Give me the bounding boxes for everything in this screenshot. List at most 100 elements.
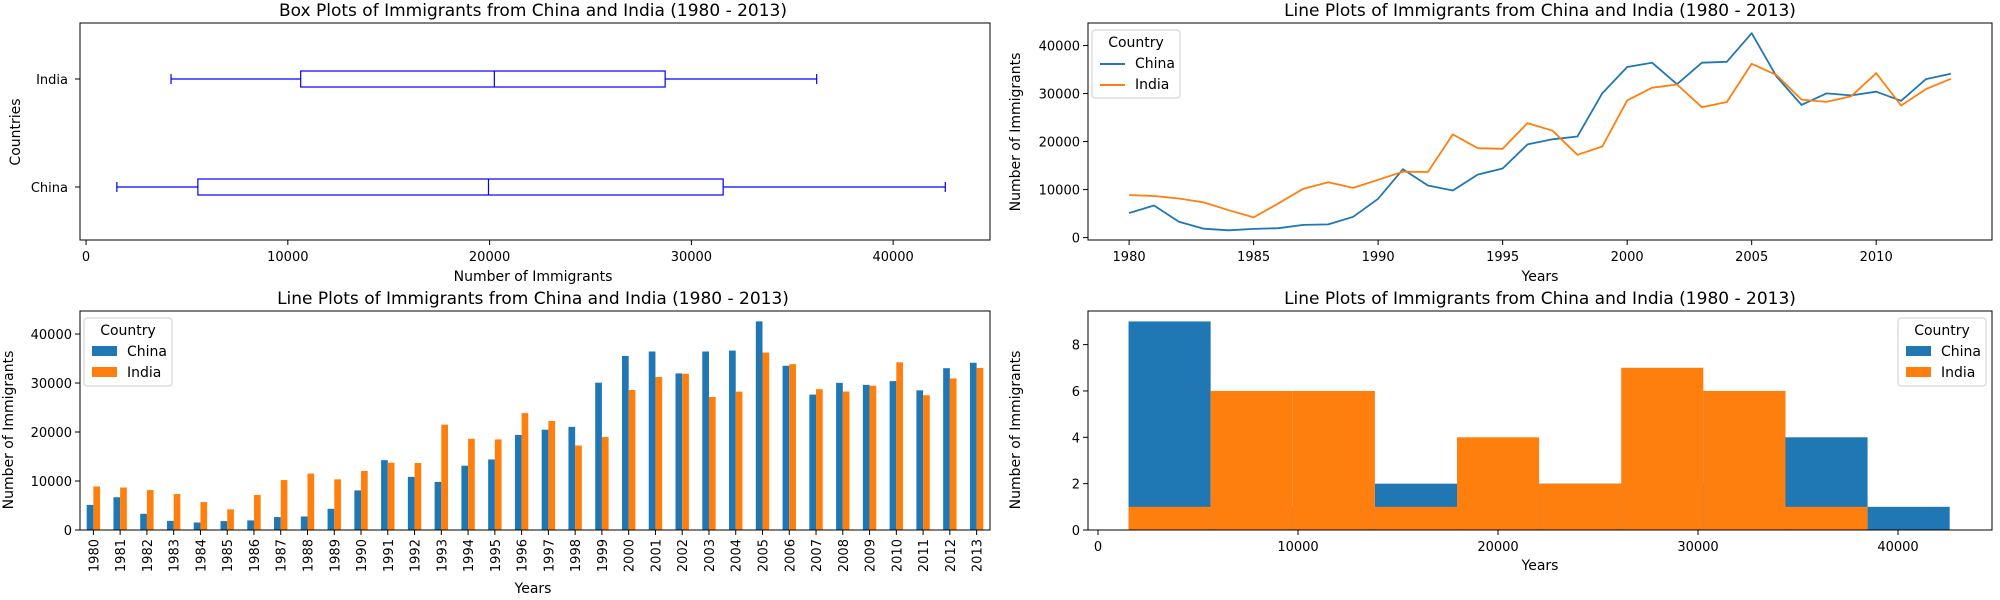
india-series-line: [1129, 62, 1952, 219]
box-plot-title: Box Plots of Immigrants from China and I…: [279, 1, 787, 21]
china-bar-1993: [434, 481, 442, 530]
china-bar-1981: [113, 497, 121, 530]
china-bar-2002: [675, 373, 683, 530]
line-plot-y-tick-label: 10000: [1039, 184, 1080, 199]
india-bar-1996: [521, 413, 529, 530]
line-plot-legend-box: [1091, 29, 1181, 99]
india-bar-2010: [896, 362, 904, 530]
line-plot-y-tick-label: 0: [1072, 232, 1080, 247]
china-box: [197, 178, 724, 196]
bar-chart-x-tick-label: 1992: [409, 539, 424, 572]
bar-chart-x-tick-label: 2011: [917, 539, 932, 572]
histogram-y-tick-label: 8: [1072, 339, 1080, 354]
bar-chart-x-tick-label: 1998: [569, 539, 584, 572]
line-plot-frame: [1087, 22, 1993, 241]
china-bar-1998: [568, 426, 576, 530]
china-bar-2010: [889, 381, 897, 530]
bar-chart-x-tick-label: 1999: [596, 539, 611, 572]
box-plot-y-tick-label: China: [31, 181, 68, 196]
bar-chart-y-tick-label: 10000: [31, 475, 72, 490]
bar-chart-legend-title: Country: [100, 323, 156, 339]
histogram-y-tick-label: 0: [1072, 524, 1080, 539]
china-bar-2001: [648, 351, 656, 530]
histogram-legend-label-india: India: [1941, 365, 1975, 381]
bar-chart-y-tick-label: 40000: [31, 328, 72, 343]
china-bar-2011: [916, 390, 924, 530]
bar-chart-x-tick-label: 1990: [355, 539, 370, 572]
india-histogram-bar: [1292, 390, 1375, 530]
bar-chart-y-tick-label: 30000: [31, 377, 72, 392]
bar-chart-x-tick-label: 1987: [275, 539, 290, 572]
line-plot-y-axis-label: Number of Immigrants: [1008, 53, 1024, 212]
bar-chart-legend-swatch-india: [92, 367, 117, 377]
histogram-panel: Line Plots of Immigrants from China and …: [1008, 289, 1993, 574]
china-bar-1982: [140, 513, 147, 530]
histogram-legend-swatch-india: [1906, 367, 1931, 377]
box-plot-x-tick-label: 20000: [469, 250, 510, 265]
bar-chart-x-tick-label: 2012: [944, 539, 959, 572]
bar-chart-x-tick-label: 1981: [114, 539, 129, 572]
bar-chart-x-tick-label: 2008: [837, 539, 852, 572]
china-bar-1985: [220, 521, 228, 530]
india-bar-1991: [387, 462, 395, 530]
line-plot-x-tick-label: 1980: [1113, 250, 1146, 265]
line-plot-legend-label-india: India: [1135, 77, 1169, 93]
china-bar-1989: [327, 508, 335, 530]
india-box: [300, 70, 666, 88]
box-plot-x-tick-label: 40000: [872, 250, 913, 265]
bar-chart-x-tick-label: 1995: [489, 539, 504, 572]
india-bar-2003: [708, 396, 716, 530]
india-bar-1990: [361, 471, 368, 530]
india-bar-2013: [976, 367, 984, 530]
bar-chart-x-tick-label: 2009: [864, 539, 879, 572]
box-plot-frame: [79, 22, 991, 241]
china-bar-1988: [300, 516, 308, 530]
bar-chart-x-tick-label: 1982: [141, 539, 156, 572]
bar-chart-frame: [79, 310, 991, 531]
china-bar-1980: [86, 504, 94, 530]
china-histogram-bar: [1128, 321, 1211, 530]
india-histogram-bar: [1210, 390, 1293, 530]
china-bar-1991: [381, 460, 388, 530]
line-plot-y-tick-label: 40000: [1039, 40, 1080, 55]
bar-chart-x-tick-label: 2001: [649, 539, 664, 572]
india-bar-1980: [93, 486, 101, 530]
bar-chart-x-tick-label: 1986: [248, 539, 263, 572]
india-bar-1997: [548, 420, 556, 530]
india-bar-1993: [441, 424, 449, 530]
india-bar-2002: [682, 373, 689, 530]
bar-chart-title: Line Plots of Immigrants from China and …: [277, 289, 789, 309]
line-plot-x-axis-label: Years: [1521, 269, 1559, 285]
china-bar-1986: [247, 520, 254, 530]
china-bar-1983: [166, 520, 174, 530]
china-bar-1996: [514, 434, 522, 530]
bar-chart-x-tick-label: 2003: [703, 539, 718, 572]
india-bar-1987: [280, 480, 288, 530]
bar-chart-x-tick-label: 1980: [87, 539, 102, 572]
bar-chart-x-tick-label: 1993: [435, 539, 450, 572]
china-bar-2003: [702, 351, 709, 530]
histogram-x-tick-label: 10000: [1277, 540, 1318, 555]
bar-chart-x-tick-label: 1996: [516, 539, 531, 572]
bar-chart-x-axis-label: Years: [514, 581, 552, 597]
box-plot-x-tick-label: 0: [82, 250, 90, 265]
histogram-frame: [1087, 310, 1993, 531]
box-plot-x-axis-label: Number of Immigrants: [454, 269, 613, 285]
bar-chart-legend-swatch-china: [92, 346, 117, 356]
bar-chart-y-tick-label: 0: [64, 524, 72, 539]
histogram-x-tick-label: 0: [1094, 540, 1102, 555]
india-histogram-bar: [1621, 367, 1704, 530]
india-bar-1994: [468, 438, 475, 530]
india-bar-1985: [227, 509, 234, 530]
india-bar-1989: [334, 479, 341, 530]
bar-chart-x-tick-label: 1994: [462, 539, 477, 572]
bar-chart-y-axis-label: Number of Immigrants: [1, 351, 17, 510]
bar-chart-x-tick-label: 2010: [890, 539, 905, 572]
bar-chart-x-tick-label: 2005: [757, 539, 772, 572]
india-histogram-bar: [1539, 483, 1622, 530]
histogram-legend-swatch-china: [1906, 346, 1931, 356]
china-bar-1984: [193, 522, 201, 530]
india-bar-2000: [628, 390, 636, 530]
histogram-y-tick-label: 2: [1072, 478, 1080, 493]
bar-chart-x-tick-label: 2004: [730, 539, 745, 572]
